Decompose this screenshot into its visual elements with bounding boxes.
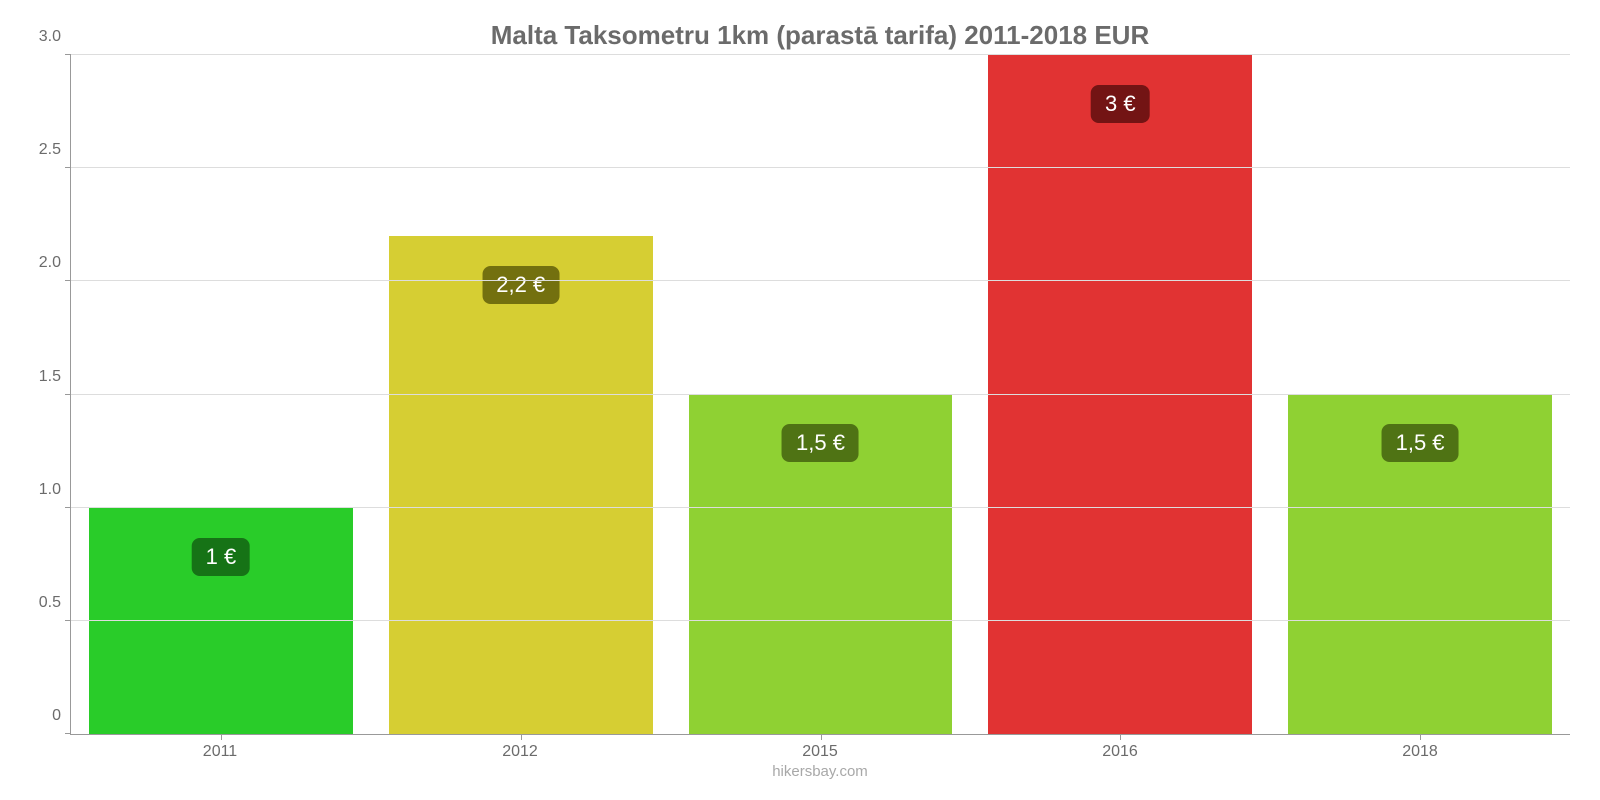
x-axis-labels: 20112012201520162018 bbox=[70, 743, 1570, 761]
y-tick-mark bbox=[65, 507, 71, 508]
attribution-text: hikersbay.com bbox=[70, 763, 1570, 780]
value-badge: 1 € bbox=[192, 538, 251, 576]
bar-slot: 2,2 € bbox=[371, 55, 671, 734]
y-tick-mark bbox=[65, 394, 71, 395]
bar-slot: 1,5 € bbox=[671, 55, 971, 734]
plot-area: 1 €2,2 €1,5 €3 €1,5 € 00.51.01.52.02.53.… bbox=[70, 55, 1570, 735]
value-badge: 1,5 € bbox=[782, 424, 859, 462]
y-tick-label: 2.5 bbox=[39, 141, 71, 159]
y-tick-mark bbox=[65, 167, 71, 168]
y-tick-mark bbox=[65, 280, 71, 281]
bar bbox=[988, 55, 1252, 734]
value-badge: 1,5 € bbox=[1382, 424, 1459, 462]
y-tick-mark bbox=[65, 733, 71, 734]
x-axis-label: 2011 bbox=[70, 743, 370, 761]
y-tick-label: 3.0 bbox=[39, 28, 71, 46]
x-tick-mark bbox=[1420, 734, 1421, 740]
y-tick-mark bbox=[65, 620, 71, 621]
chart-container: Malta Taksometru 1km (parastā tarifa) 20… bbox=[0, 0, 1600, 800]
value-badge: 3 € bbox=[1091, 85, 1150, 123]
chart-title: Malta Taksometru 1km (parastā tarifa) 20… bbox=[70, 20, 1570, 51]
x-axis-label: 2012 bbox=[370, 743, 670, 761]
gridline bbox=[71, 167, 1570, 168]
gridline bbox=[71, 620, 1570, 621]
gridline bbox=[71, 280, 1570, 281]
y-tick-label: 1.0 bbox=[39, 481, 71, 499]
x-tick-mark bbox=[1120, 734, 1121, 740]
x-axis-label: 2018 bbox=[1270, 743, 1570, 761]
x-tick-mark bbox=[521, 734, 522, 740]
y-tick-label: 1.5 bbox=[39, 368, 71, 386]
gridline bbox=[71, 54, 1570, 55]
bar-slot: 3 € bbox=[970, 55, 1270, 734]
x-axis-label: 2015 bbox=[670, 743, 970, 761]
y-tick-mark bbox=[65, 54, 71, 55]
bar-slot: 1 € bbox=[71, 55, 371, 734]
bars-group: 1 € 2,2 € 1,5 € 3 € 1,5 € bbox=[71, 55, 1570, 734]
x-axis-label: 2016 bbox=[970, 743, 1270, 761]
gridline bbox=[71, 507, 1570, 508]
x-tick-mark bbox=[821, 734, 822, 740]
y-tick-label: 0 bbox=[52, 707, 71, 725]
y-tick-label: 0.5 bbox=[39, 594, 71, 612]
y-tick-label: 2.0 bbox=[39, 254, 71, 272]
bar bbox=[389, 236, 653, 734]
bar-slot: 1,5 € bbox=[1270, 55, 1570, 734]
value-badge: 2,2 € bbox=[482, 266, 559, 304]
gridline bbox=[71, 394, 1570, 395]
x-tick-mark bbox=[221, 734, 222, 740]
